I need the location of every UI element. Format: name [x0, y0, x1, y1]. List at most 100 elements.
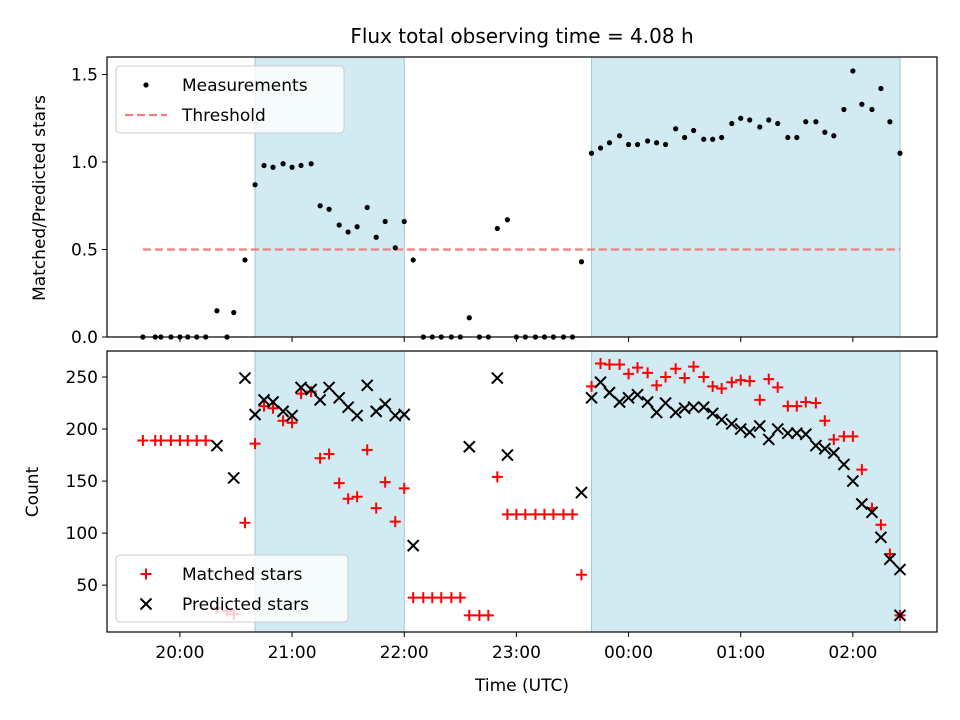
- data-point: [398, 408, 411, 421]
- data-point: [214, 308, 220, 314]
- top-y-axis-label: Matched/Predicted stars: [30, 95, 50, 301]
- y-tick-label: 150: [66, 472, 98, 492]
- legend-marker: [140, 568, 152, 580]
- data-point: [822, 129, 828, 135]
- data-point: [304, 383, 318, 396]
- legend: Measurements Threshold: [115, 65, 345, 134]
- legend-label: Matched stars: [182, 565, 302, 585]
- data-point: [747, 117, 753, 123]
- data-point: [252, 182, 258, 188]
- data-point: [379, 476, 391, 488]
- data-point: [519, 508, 531, 520]
- shaded-regions: [254, 350, 901, 633]
- data-point: [361, 379, 374, 392]
- data-point: [642, 367, 654, 379]
- data-point: [841, 106, 847, 113]
- legend-marker: [143, 82, 149, 88]
- legend-box: [115, 65, 345, 134]
- data-point: [781, 427, 795, 440]
- data-point: [323, 448, 335, 460]
- data-point: [603, 386, 616, 399]
- data-point: [878, 85, 884, 92]
- data-point: [847, 430, 859, 442]
- data-point: [547, 508, 559, 520]
- data-point: [738, 115, 744, 121]
- data-point: [322, 381, 336, 394]
- bottom-y-axis-label: Count: [23, 466, 43, 517]
- x-tick-label: 02:00: [828, 643, 877, 663]
- legend: Matched stars Predicted stars: [115, 554, 349, 623]
- data-point: [735, 374, 747, 386]
- data-point: [155, 435, 167, 447]
- data-point: [729, 120, 735, 127]
- x-axis: 20:00 21:00 22:00 23:00 00:00 01:00 02:00: [155, 632, 877, 663]
- data-point: [314, 452, 326, 464]
- data-point: [351, 491, 363, 503]
- y-tick-label: 200: [66, 420, 98, 440]
- data-point: [707, 380, 719, 392]
- data-point: [364, 204, 370, 211]
- bottom-x-axis-label: Time (UTC): [474, 676, 569, 696]
- data-point: [588, 150, 595, 156]
- data-point: [398, 482, 410, 494]
- y-tick-label: 50: [76, 576, 98, 596]
- data-point: [266, 395, 280, 409]
- data-point: [893, 563, 907, 576]
- legend-label: Predicted stars: [182, 595, 309, 615]
- data-point: [771, 422, 784, 436]
- data-point: [775, 120, 781, 127]
- x-tick-label: 01:00: [716, 643, 765, 663]
- data-point: [401, 218, 407, 225]
- x-axis: [179, 337, 854, 342]
- data-point: [772, 381, 784, 393]
- series-measurements: [140, 68, 903, 340]
- data-point: [855, 497, 869, 511]
- data-point: [716, 382, 728, 394]
- y-tick-label: 250: [66, 368, 98, 388]
- data-point: [454, 592, 466, 604]
- data-point: [859, 101, 865, 107]
- data-point: [317, 203, 323, 209]
- series-predicted-stars: [210, 371, 907, 622]
- data-point: [238, 371, 252, 385]
- data-point: [719, 134, 725, 141]
- x-tick-label: 00:00: [604, 643, 653, 663]
- data-point: [308, 161, 314, 167]
- data-point: [407, 592, 419, 604]
- data-point: [594, 376, 607, 389]
- data-point: [345, 229, 351, 235]
- data-point: [819, 415, 831, 427]
- data-point: [651, 379, 663, 391]
- data-point: [603, 359, 615, 371]
- data-point: [463, 440, 476, 453]
- data-point: [660, 371, 672, 383]
- data-point: [875, 519, 887, 531]
- data-point: [285, 409, 299, 422]
- data-point: [799, 428, 812, 441]
- data-point: [641, 395, 654, 409]
- data-point: [200, 435, 212, 447]
- data-point: [883, 552, 897, 566]
- data-point: [361, 444, 373, 456]
- data-point: [575, 486, 588, 499]
- data-point: [625, 141, 632, 148]
- data-point: [406, 539, 420, 552]
- chart-title: Flux total observing time = 4.08 h: [350, 24, 693, 48]
- data-point: [634, 141, 641, 148]
- data-point: [370, 502, 382, 514]
- data-point: [286, 417, 298, 429]
- data-point: [754, 394, 766, 406]
- y-tick-label: 1.5: [71, 66, 98, 86]
- data-point: [698, 371, 710, 383]
- data-point: [897, 150, 903, 156]
- data-point: [887, 119, 893, 125]
- data-point: [865, 506, 879, 519]
- data-point: [662, 141, 669, 148]
- data-point: [632, 362, 644, 374]
- y-tick-label: 100: [66, 524, 98, 544]
- data-point: [818, 442, 832, 456]
- data-point: [332, 391, 346, 405]
- data-point: [726, 376, 738, 388]
- data-point: [794, 134, 800, 141]
